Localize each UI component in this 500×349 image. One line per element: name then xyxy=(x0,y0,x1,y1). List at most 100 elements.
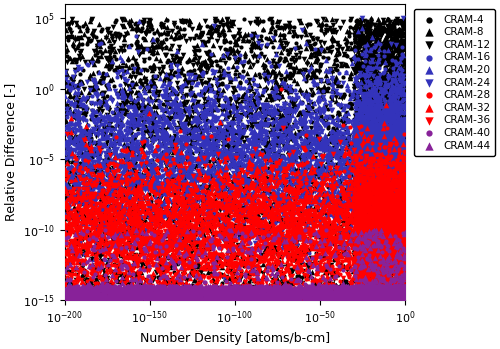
CRAM-16 xyxy=(286,134,294,140)
CRAM-4 xyxy=(80,267,88,272)
CRAM-36 xyxy=(401,185,409,191)
CRAM-32 xyxy=(335,223,343,229)
CRAM-44 xyxy=(376,253,384,259)
CRAM-40 xyxy=(396,296,404,301)
CRAM-12 xyxy=(84,37,92,42)
CRAM-4 xyxy=(398,223,406,229)
CRAM-28 xyxy=(132,227,140,232)
CRAM-8 xyxy=(368,247,376,252)
CRAM-32 xyxy=(146,261,154,267)
CRAM-12 xyxy=(181,109,189,115)
CRAM-40 xyxy=(176,286,184,292)
CRAM-24 xyxy=(380,150,388,156)
CRAM-44 xyxy=(392,296,400,302)
CRAM-24 xyxy=(369,152,377,158)
CRAM-4 xyxy=(368,131,376,136)
CRAM-12 xyxy=(274,217,281,222)
CRAM-16 xyxy=(330,179,338,185)
CRAM-32 xyxy=(356,151,364,157)
CRAM-16 xyxy=(355,154,363,159)
CRAM-40 xyxy=(350,287,358,292)
CRAM-16 xyxy=(224,84,232,89)
CRAM-32 xyxy=(398,230,406,236)
CRAM-24 xyxy=(169,184,177,190)
CRAM-16 xyxy=(174,207,182,213)
CRAM-12 xyxy=(306,266,314,271)
CRAM-32 xyxy=(398,222,406,228)
CRAM-24 xyxy=(328,172,336,177)
CRAM-32 xyxy=(258,227,266,232)
CRAM-20 xyxy=(230,147,238,152)
CRAM-24 xyxy=(369,88,377,93)
CRAM-44 xyxy=(206,288,214,294)
CRAM-44 xyxy=(324,288,332,293)
CRAM-4 xyxy=(392,66,400,71)
CRAM-24 xyxy=(382,148,390,154)
CRAM-4 xyxy=(267,112,275,118)
CRAM-44 xyxy=(401,284,409,289)
CRAM-20 xyxy=(132,147,140,153)
CRAM-20 xyxy=(366,129,374,135)
CRAM-40 xyxy=(306,295,314,301)
CRAM-44 xyxy=(206,296,214,302)
CRAM-32 xyxy=(263,202,271,208)
CRAM-36 xyxy=(270,179,278,185)
CRAM-8 xyxy=(226,18,234,24)
CRAM-44 xyxy=(358,295,366,300)
CRAM-16 xyxy=(394,161,402,166)
CRAM-8 xyxy=(282,260,290,266)
CRAM-40 xyxy=(350,285,358,291)
CRAM-44 xyxy=(356,296,364,302)
CRAM-24 xyxy=(298,27,306,33)
CRAM-4 xyxy=(284,144,292,150)
CRAM-32 xyxy=(106,231,114,237)
CRAM-32 xyxy=(148,235,156,241)
CRAM-20 xyxy=(306,142,314,148)
CRAM-32 xyxy=(220,172,228,178)
CRAM-28 xyxy=(342,240,349,246)
CRAM-36 xyxy=(388,235,396,240)
CRAM-44 xyxy=(365,290,373,296)
CRAM-32 xyxy=(350,156,358,161)
CRAM-40 xyxy=(290,297,298,302)
CRAM-28 xyxy=(78,180,86,186)
CRAM-16 xyxy=(363,149,371,155)
CRAM-44 xyxy=(236,292,244,298)
CRAM-32 xyxy=(378,200,386,205)
CRAM-12 xyxy=(234,285,242,290)
CRAM-32 xyxy=(68,225,76,231)
CRAM-32 xyxy=(342,145,350,150)
CRAM-20 xyxy=(200,222,207,228)
CRAM-4 xyxy=(357,170,365,176)
CRAM-40 xyxy=(135,283,143,289)
CRAM-16 xyxy=(258,154,266,160)
CRAM-24 xyxy=(174,103,182,109)
CRAM-44 xyxy=(272,288,280,294)
CRAM-20 xyxy=(360,91,368,97)
CRAM-4 xyxy=(330,242,338,247)
CRAM-28 xyxy=(288,248,296,253)
CRAM-44 xyxy=(99,292,107,298)
CRAM-4 xyxy=(152,170,160,175)
CRAM-32 xyxy=(324,225,332,230)
CRAM-40 xyxy=(360,284,368,290)
CRAM-44 xyxy=(258,287,266,293)
CRAM-40 xyxy=(79,293,87,298)
CRAM-40 xyxy=(244,286,252,292)
CRAM-40 xyxy=(374,295,382,301)
CRAM-40 xyxy=(351,295,359,300)
CRAM-20 xyxy=(378,158,386,163)
CRAM-32 xyxy=(256,242,264,248)
CRAM-20 xyxy=(380,160,388,165)
CRAM-28 xyxy=(387,244,395,249)
CRAM-44 xyxy=(370,297,378,303)
CRAM-20 xyxy=(380,153,388,158)
CRAM-16 xyxy=(380,122,388,128)
CRAM-24 xyxy=(374,231,382,237)
CRAM-8 xyxy=(226,206,234,212)
CRAM-12 xyxy=(92,134,100,139)
CRAM-20 xyxy=(380,114,388,119)
CRAM-44 xyxy=(269,236,277,242)
CRAM-16 xyxy=(363,159,371,165)
CRAM-8 xyxy=(365,78,373,83)
